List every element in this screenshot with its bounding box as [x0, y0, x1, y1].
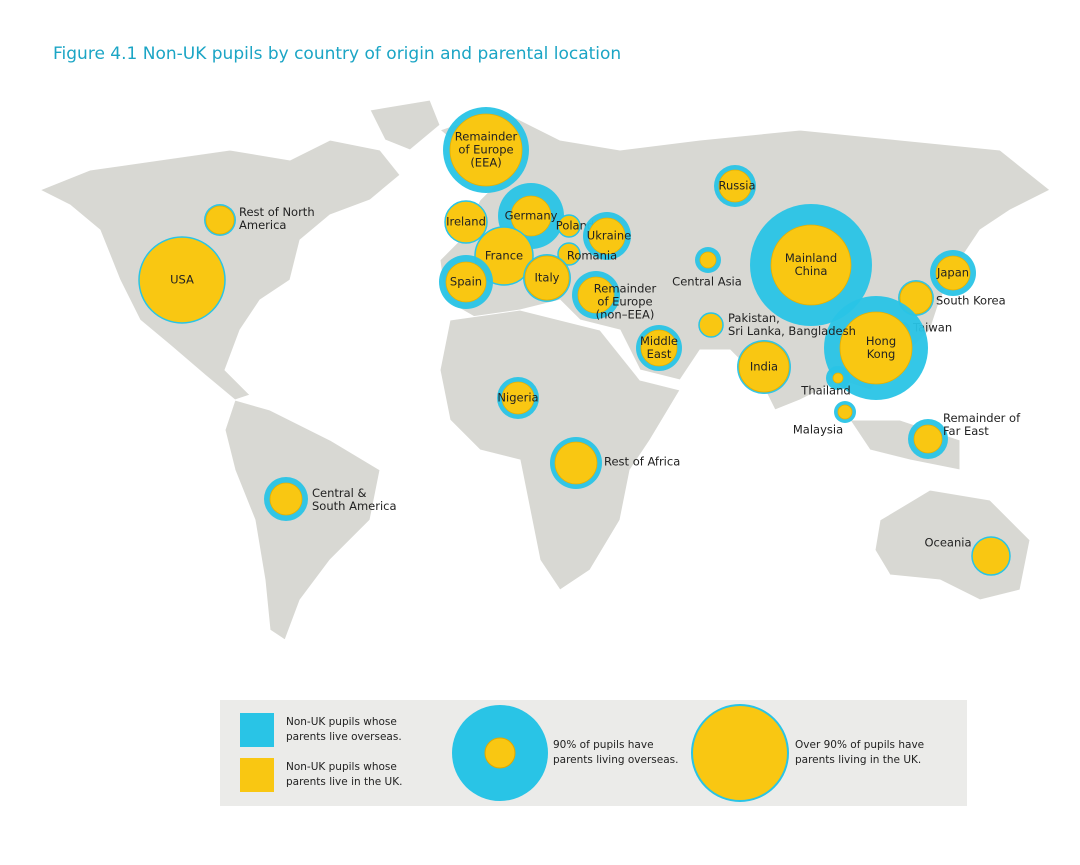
uk-bubble	[138, 236, 226, 324]
region-label: Pakistan,	[728, 311, 780, 325]
region-label: (non–EEA)	[596, 308, 655, 322]
region-label: America	[239, 218, 286, 232]
legend-box	[220, 700, 967, 806]
legend-text: parents living in the UK.	[795, 754, 921, 766]
region-label: Kong	[867, 347, 896, 361]
legend-example-uk	[691, 704, 789, 802]
region-label: Ireland	[446, 215, 486, 229]
region-label: Japan	[936, 266, 969, 280]
region-label: Rest of North	[239, 205, 315, 219]
uk-bubble	[899, 281, 933, 315]
uk-bubble	[510, 195, 552, 237]
region-label: (EEA)	[470, 156, 501, 170]
legend-text: parents live overseas.	[286, 731, 402, 743]
uk-bubble	[524, 255, 570, 301]
region-label: Central &	[312, 486, 367, 500]
region-label: South America	[312, 499, 397, 513]
legend-swatch-overseas	[240, 713, 274, 747]
uk-bubble	[770, 224, 852, 306]
region-label: Russia	[719, 179, 756, 193]
region-label: Remainder	[594, 282, 657, 296]
region-label: Malaysia	[793, 423, 843, 437]
uk-bubble	[832, 372, 844, 384]
figure-title: Figure 4.1 Non-UK pupils by country of o…	[53, 44, 621, 64]
region-label: East	[647, 347, 672, 361]
region-label: Spain	[450, 275, 482, 289]
region-label: USA	[170, 273, 194, 287]
region-label: Thailand	[800, 384, 850, 398]
uk-bubble	[501, 381, 535, 415]
legend-text: Non-UK pupils whose	[286, 761, 397, 773]
uk-bubble	[557, 214, 581, 238]
uk-bubble	[205, 205, 235, 235]
region-label: Remainder	[455, 130, 518, 144]
uk-bubble	[449, 113, 523, 187]
region-label: India	[750, 360, 778, 374]
uk-bubble	[698, 312, 724, 338]
legend-text: parents living overseas.	[553, 754, 678, 766]
region-label: Ukraine	[587, 229, 631, 243]
uk-bubble	[577, 276, 615, 314]
uk-bubble	[718, 169, 752, 203]
legend-text: Over 90% of pupils have	[795, 739, 924, 751]
legend-swatch-uk	[240, 758, 274, 792]
region-label: Mainland	[785, 251, 837, 265]
region-label: Hong	[866, 334, 896, 348]
region-label: Remainder of	[943, 411, 1021, 425]
legend: Non-UK pupils whose parents live oversea…	[220, 700, 967, 806]
region-label: Romania	[567, 249, 617, 263]
legend-text: Non-UK pupils whose	[286, 716, 397, 728]
region-label: France	[485, 249, 523, 263]
uk-bubble	[557, 242, 581, 266]
region-label: Rest of Africa	[604, 455, 680, 469]
region-label: of Europe	[458, 143, 513, 157]
uk-bubble	[588, 217, 626, 255]
uk-bubble	[640, 329, 678, 367]
region-label: Nigeria	[497, 391, 538, 405]
region-label: Sri Lanka, Bangladesh	[728, 324, 856, 338]
region-label: South Korea	[936, 294, 1006, 308]
legend-text: parents live in the UK.	[286, 776, 402, 788]
legend-example-inner	[484, 737, 516, 769]
uk-bubble	[738, 341, 790, 393]
region-label: Oceania	[924, 536, 971, 550]
uk-bubble	[699, 251, 717, 269]
region-label: Germany	[505, 209, 558, 223]
region-label: Central Asia	[672, 275, 742, 289]
uk-bubble	[445, 261, 487, 303]
uk-bubble	[839, 311, 913, 385]
legend-text: 90% of pupils have	[553, 739, 654, 751]
region-label: Italy	[535, 271, 560, 285]
uk-bubble	[269, 482, 303, 516]
uk-bubble	[554, 441, 598, 485]
uk-bubble	[444, 200, 488, 244]
region-label: Far East	[943, 424, 989, 438]
uk-bubble	[935, 255, 971, 291]
region-label: Middle	[640, 334, 678, 348]
uk-bubble	[913, 424, 943, 454]
uk-bubble	[837, 404, 853, 420]
uk-bubble	[971, 536, 1011, 576]
region-label: China	[795, 264, 828, 278]
region-label: of Europe	[597, 295, 652, 309]
